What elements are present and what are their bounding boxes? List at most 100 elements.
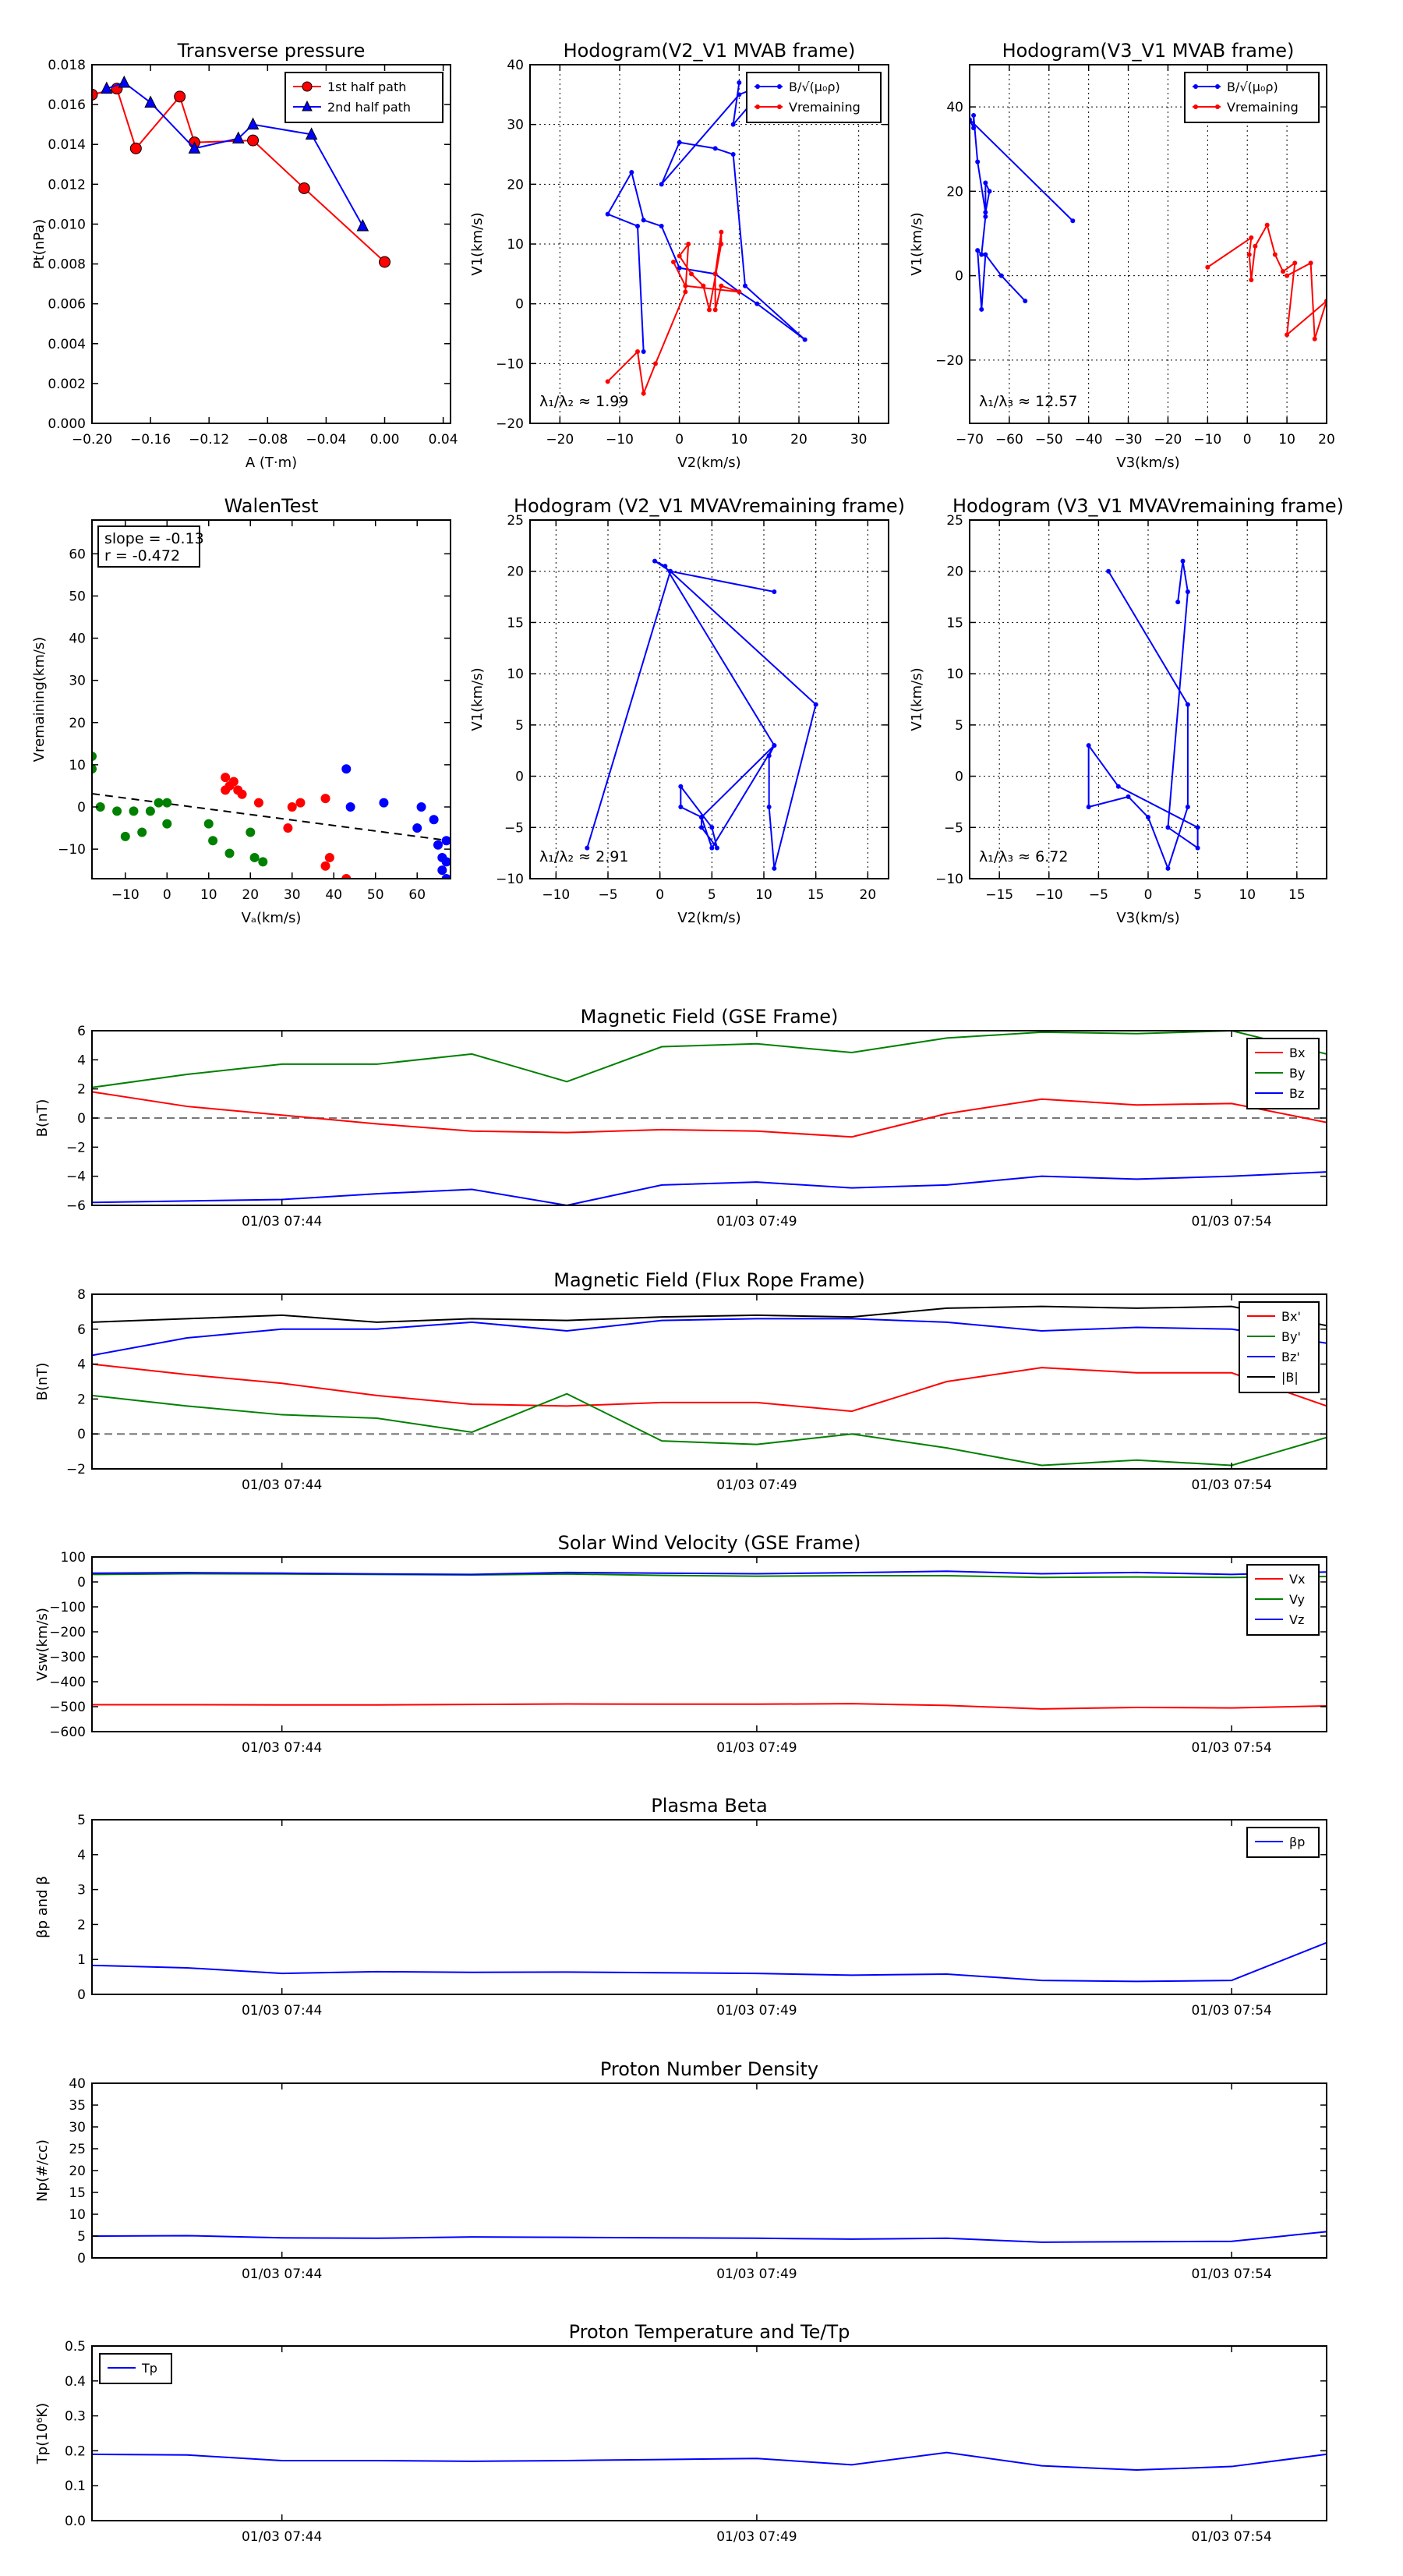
- y-tick-label: 0.004: [48, 337, 86, 352]
- y-tick-label: 40: [69, 2076, 86, 2092]
- y-axis-label: Tp(10⁶K): [34, 2403, 51, 2465]
- legend-marker: [1215, 104, 1220, 109]
- data-point: [441, 836, 451, 846]
- legend-marker: [302, 100, 313, 111]
- data-point: [1023, 299, 1028, 304]
- series-line: [1087, 561, 1199, 871]
- y-tick-label: 5: [77, 1813, 86, 1828]
- y-tick-label: 20: [946, 184, 963, 200]
- series-1: [970, 112, 1076, 312]
- data-point: [441, 857, 451, 867]
- data-point: [162, 798, 172, 808]
- legend-marker: [755, 84, 760, 89]
- x-tick-label: −10: [542, 887, 570, 903]
- data-point: [1070, 218, 1076, 224]
- x-tick-label: −30: [1115, 432, 1143, 448]
- data-point: [737, 80, 742, 85]
- data-point: [659, 224, 664, 228]
- data-point: [320, 794, 330, 804]
- y-tick-label: 0.008: [48, 257, 86, 273]
- y-tick-label: −20: [496, 416, 524, 432]
- x-tick-label: −0.08: [247, 432, 288, 448]
- series-line: [92, 1091, 1327, 1138]
- x-tick-label: −0.16: [130, 432, 171, 448]
- chart-title: Magnetic Field (GSE Frame): [581, 1006, 839, 1028]
- data-point: [983, 180, 988, 186]
- x-axis-label: Vₐ(km/s): [242, 910, 302, 926]
- x-axis-label: V2(km/s): [677, 910, 740, 926]
- y-tick-label: 6: [77, 1024, 86, 1039]
- legend: Bx' By' Bz' |B|: [1239, 1301, 1320, 1393]
- x-tick-label: −10: [606, 432, 634, 448]
- x-tick-label: 0: [1243, 432, 1252, 448]
- data-point: [324, 852, 334, 862]
- data-point: [437, 865, 447, 876]
- data-point: [1308, 260, 1313, 266]
- data-point: [689, 271, 694, 277]
- y-tick-label: 20: [946, 564, 963, 580]
- y-tick-label: −10: [935, 872, 963, 887]
- data-point: [699, 825, 704, 830]
- y-tick-label: 0.0: [65, 2514, 86, 2529]
- series-line: [92, 1171, 1327, 1205]
- x-tick-label: 30: [284, 887, 301, 903]
- x-tick-label: −10: [1035, 887, 1063, 903]
- series-line: [92, 1941, 1327, 1983]
- chart-title: Solar Wind Velocity (GSE Frame): [558, 1532, 861, 1554]
- y-axis-label: Np(#/cc): [34, 2139, 51, 2202]
- data-point: [719, 242, 724, 246]
- data-point: [1146, 815, 1150, 820]
- data-point: [1115, 784, 1121, 789]
- legend-frame: [284, 72, 444, 123]
- series-1: [92, 2231, 1327, 2243]
- chart-panel-12: Proton Temperature and Te/Tp 01/03 07:44 0…: [34, 2321, 1327, 2545]
- series-line: [606, 82, 806, 352]
- y-axis-label: Vsw(km/s): [34, 1608, 51, 1681]
- data-point: [707, 307, 712, 313]
- x-axis-label: V3(km/s): [1116, 910, 1179, 926]
- data-point: [1175, 600, 1181, 605]
- data-point: [671, 260, 676, 264]
- series-line: [92, 1318, 1327, 1357]
- series-2: [92, 1573, 1327, 1579]
- legend-label: Vz: [1289, 1612, 1304, 1627]
- data-point: [678, 805, 684, 809]
- data-point: [305, 127, 318, 140]
- data-point: [162, 819, 172, 829]
- chart-panel-1: Transverse pressure −0.20 −0.16 −0.12 −0.08 −…: [31, 40, 458, 471]
- data-point: [663, 564, 668, 569]
- chart-title: Hodogram (V3_V1 MVAVremaining frame): [952, 495, 1344, 517]
- data-point: [1086, 743, 1091, 748]
- y-tick-label: 1: [77, 1952, 86, 1968]
- data-point: [975, 159, 981, 165]
- data-point: [1285, 273, 1290, 278]
- axes-frame: [91, 519, 451, 879]
- data-point: [95, 802, 105, 812]
- data-point: [635, 349, 640, 354]
- x-tick-label: 20: [860, 887, 877, 903]
- y-tick-label: 30: [507, 118, 524, 133]
- x-tick-label: 01/03 07:44: [242, 2266, 322, 2282]
- y-tick-label: −2: [66, 1140, 86, 1155]
- y-axis-label: V1(km/s): [469, 212, 486, 275]
- chart-panel-8: Magnetic Field (Flux Rope Frame) 01/03 07…: [34, 1269, 1327, 1493]
- x-tick-label: 5: [1193, 887, 1202, 903]
- y-axis-label: B(nT): [34, 1363, 51, 1401]
- data-point: [641, 218, 646, 223]
- data-point: [719, 283, 724, 288]
- legend-label: 1st half path: [327, 80, 406, 94]
- chart-panel-10: Plasma Beta 01/03 07:44 01/03 07:49 01/03 0…: [34, 1795, 1327, 2019]
- y-tick-label: 60: [69, 547, 86, 562]
- data-point: [1281, 269, 1286, 274]
- y-tick-label: 25: [69, 2142, 86, 2157]
- data-point: [92, 764, 97, 774]
- data-point: [341, 874, 352, 879]
- data-point: [605, 211, 610, 217]
- data-point: [737, 92, 742, 97]
- x-tick-label: −20: [1154, 432, 1182, 448]
- axes-frame: [91, 64, 451, 424]
- x-axis-label: V2(km/s): [677, 455, 740, 471]
- y-tick-label: 10: [507, 667, 524, 682]
- data-point: [766, 805, 772, 809]
